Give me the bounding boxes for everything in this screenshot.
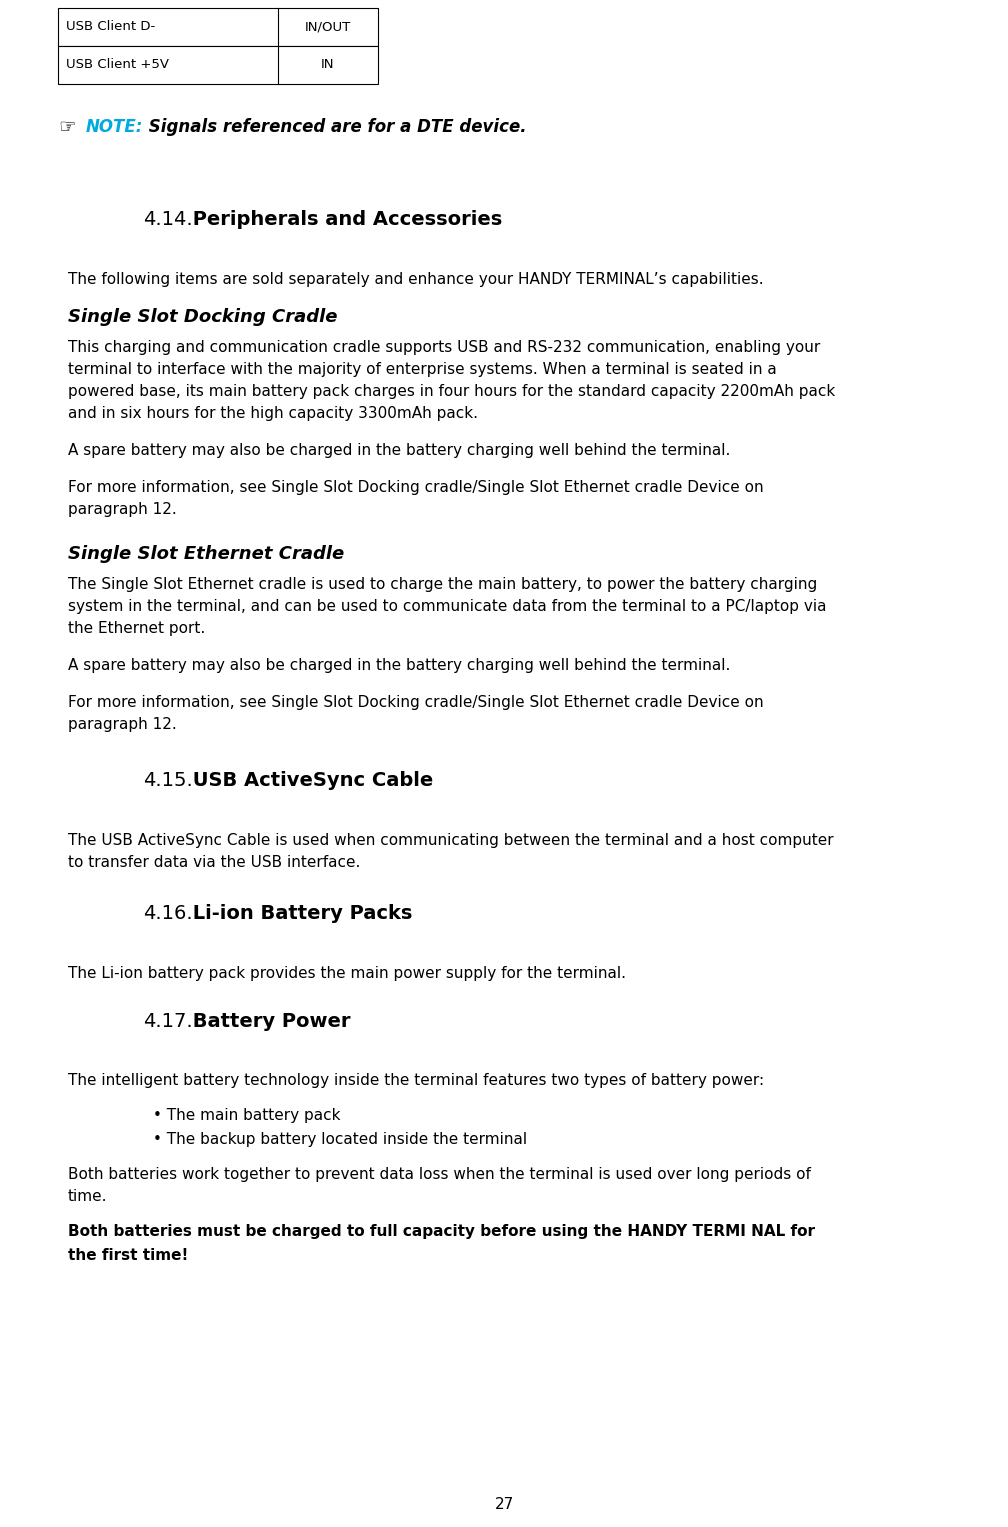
Text: paragraph 12.: paragraph 12. [68, 502, 176, 518]
Text: Battery Power: Battery Power [186, 1012, 351, 1031]
Text: Both batteries work together to prevent data loss when the terminal is used over: Both batteries work together to prevent … [68, 1167, 810, 1182]
Text: IN: IN [322, 58, 335, 72]
Text: For more information, see Single Slot Docking cradle/Single Slot Ethernet cradle: For more information, see Single Slot Do… [68, 479, 764, 495]
Text: Signals referenced are for a DTE device.: Signals referenced are for a DTE device. [143, 118, 526, 136]
Text: A spare battery may also be charged in the battery charging well behind the term: A spare battery may also be charged in t… [68, 443, 731, 458]
Text: USB ActiveSync Cable: USB ActiveSync Cable [186, 771, 433, 789]
Text: the first time!: the first time! [68, 1248, 188, 1263]
Text: The intelligent battery technology inside the terminal features two types of bat: The intelligent battery technology insid… [68, 1073, 764, 1089]
Text: USB Client D-: USB Client D- [66, 20, 155, 34]
Text: This charging and communication cradle supports USB and RS-232 communication, en: This charging and communication cradle s… [68, 341, 821, 354]
Text: For more information, see Single Slot Docking cradle/Single Slot Ethernet cradle: For more information, see Single Slot Do… [68, 695, 764, 710]
Text: NOTE:: NOTE: [86, 118, 143, 136]
Text: 4.15.: 4.15. [143, 771, 193, 789]
Bar [58, 8, 378, 46]
Text: The following items are sold separately and enhance your HANDY TERMINAL’s capabi: The following items are sold separately … [68, 272, 764, 287]
Text: Single Slot Docking Cradle: Single Slot Docking Cradle [68, 308, 338, 325]
Text: system in the terminal, and can be used to communicate data from the terminal to: system in the terminal, and can be used … [68, 599, 827, 614]
Text: A spare battery may also be charged in the battery charging well behind the term: A spare battery may also be charged in t… [68, 658, 731, 673]
Text: • The main battery pack: • The main battery pack [153, 1109, 341, 1122]
Text: time.: time. [68, 1190, 108, 1203]
Text: Both batteries must be charged to full capacity before using the HANDY TERMI NAL: Both batteries must be charged to full c… [68, 1225, 815, 1238]
Text: USB Client +5V: USB Client +5V [66, 58, 169, 72]
Text: 4.17.: 4.17. [143, 1012, 193, 1031]
Text: powered base, its main battery pack charges in four hours for the standard capac: powered base, its main battery pack char… [68, 383, 836, 399]
Text: The USB ActiveSync Cable is used when communicating between the terminal and a h: The USB ActiveSync Cable is used when co… [68, 834, 834, 847]
Text: 4.14.: 4.14. [143, 211, 193, 229]
Bar [58, 46, 378, 84]
Text: IN/OUT: IN/OUT [304, 20, 351, 34]
Text: The Li-ion battery pack provides the main power supply for the terminal.: The Li-ion battery pack provides the mai… [68, 967, 626, 980]
Text: 4.16.: 4.16. [143, 904, 193, 922]
Text: Li-ion Battery Packs: Li-ion Battery Packs [186, 904, 412, 922]
Text: to transfer data via the USB interface.: to transfer data via the USB interface. [68, 855, 361, 870]
Text: and in six hours for the high capacity 3300mAh pack.: and in six hours for the high capacity 3… [68, 406, 478, 421]
Text: Single Slot Ethernet Cradle: Single Slot Ethernet Cradle [68, 545, 345, 563]
Text: The Single Slot Ethernet cradle is used to charge the main battery, to power the: The Single Slot Ethernet cradle is used … [68, 577, 817, 592]
Text: • The backup battery located inside the terminal: • The backup battery located inside the … [153, 1132, 527, 1147]
Text: ☞: ☞ [58, 118, 76, 137]
Text: the Ethernet port.: the Ethernet port. [68, 621, 206, 637]
Text: terminal to interface with the majority of enterprise systems. When a terminal i: terminal to interface with the majority … [68, 362, 777, 377]
Text: paragraph 12.: paragraph 12. [68, 718, 176, 731]
Text: Peripherals and Accessories: Peripherals and Accessories [186, 211, 503, 229]
Text: 27: 27 [494, 1496, 514, 1512]
